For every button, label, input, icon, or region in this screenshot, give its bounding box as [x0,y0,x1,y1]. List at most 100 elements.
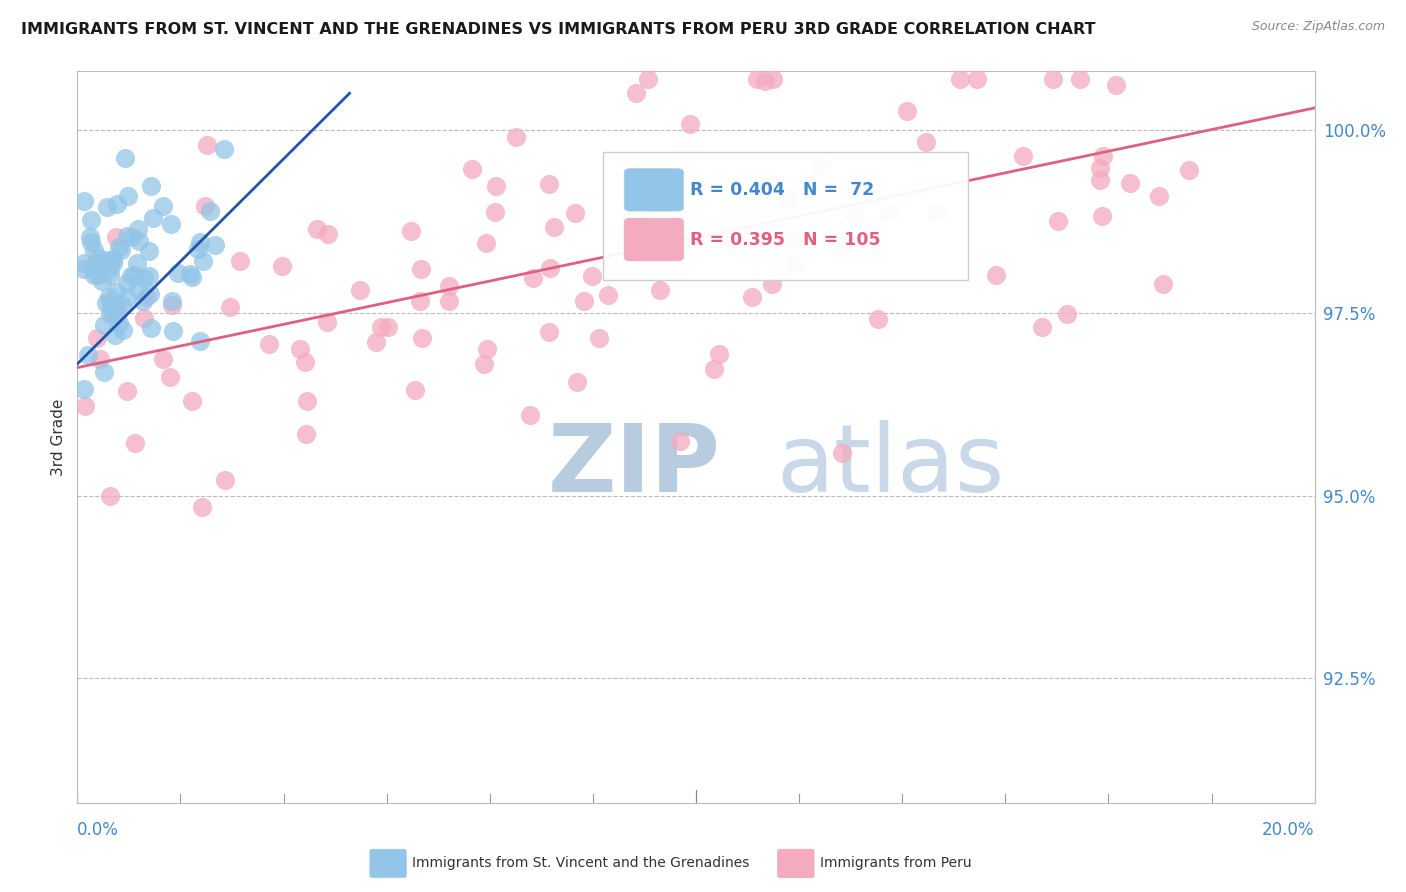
Point [162,294,184,309]
Point [1092,149,1115,163]
Point [1012,149,1035,163]
Point [1047,214,1070,228]
Point [75,400,97,414]
Point [785,257,807,271]
Point [195,138,218,153]
Point [142,211,165,226]
Point [110,244,132,258]
Point [567,375,589,389]
Point [96,200,118,214]
Point [1042,71,1064,86]
Point [741,290,763,304]
Point [141,320,163,334]
Point [485,178,508,193]
Point [648,283,671,297]
Point [132,293,155,308]
Text: 0.0%: 0.0% [77,822,120,839]
Point [543,219,565,234]
Point [295,394,318,409]
Point [270,259,292,273]
Point [98,307,121,321]
Point [115,228,138,243]
Point [83,258,105,272]
Point [188,235,211,249]
Point [461,161,484,176]
Point [659,235,682,250]
Point [288,342,311,356]
Point [180,394,202,409]
Point [1091,209,1114,223]
Point [399,224,422,238]
Point [472,357,495,371]
FancyBboxPatch shape [603,152,969,280]
Point [377,320,399,334]
Point [98,268,121,282]
Point [93,366,115,380]
Point [868,311,890,326]
Point [135,290,157,304]
Point [778,193,800,207]
Point [167,267,190,281]
Point [90,274,112,288]
Point [624,86,647,100]
Point [1178,163,1201,178]
Point [83,268,105,283]
Point [127,256,149,270]
Point [596,288,619,302]
Point [1031,319,1053,334]
FancyBboxPatch shape [624,169,683,211]
Point [120,268,142,283]
Point [212,142,235,156]
Point [538,260,561,275]
Point [104,301,127,315]
Point [780,234,803,248]
Point [370,320,392,334]
Point [537,177,560,191]
Point [124,436,146,450]
Point [204,238,226,252]
Point [364,334,387,349]
Point [139,179,162,194]
Point [896,104,918,119]
Point [316,227,339,241]
Point [219,300,242,314]
Point [762,71,785,86]
Point [1088,161,1111,176]
Point [105,285,128,300]
Point [404,383,426,397]
Point [100,261,122,276]
Point [1056,307,1078,321]
Point [229,254,252,268]
Point [114,151,136,165]
Point [187,242,209,256]
Point [214,473,236,487]
Point [966,71,988,86]
Point [139,287,162,301]
Point [707,347,730,361]
Point [111,299,134,313]
Point [877,204,900,219]
Point [437,294,460,309]
Point [94,295,117,310]
Point [294,426,316,441]
Point [1088,173,1111,187]
Point [93,318,115,332]
Point [98,290,121,304]
Text: R = 0.395   N = 105: R = 0.395 N = 105 [690,231,880,249]
Point [105,196,128,211]
Point [89,351,111,366]
FancyBboxPatch shape [624,219,683,260]
Point [475,342,498,356]
Point [198,204,221,219]
Point [315,315,337,329]
Point [79,235,101,249]
Point [159,370,181,384]
Point [160,217,183,231]
Point [89,251,111,265]
Y-axis label: 3rd Grade: 3rd Grade [51,399,66,475]
Point [1152,277,1174,291]
Point [152,352,174,367]
Point [644,195,666,210]
Point [97,253,120,268]
Point [927,204,949,219]
